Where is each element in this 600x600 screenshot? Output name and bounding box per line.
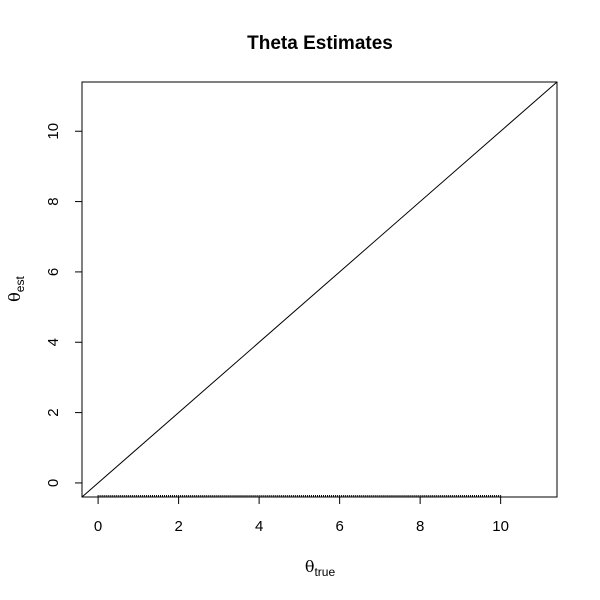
x-axis-label: θtrue <box>305 557 336 579</box>
y-tick-label: 2 <box>45 408 62 416</box>
y-tick-label: 0 <box>45 479 62 487</box>
x-tick-label: 8 <box>416 518 424 535</box>
x-axis-label-subscript: true <box>314 565 335 579</box>
x-tick-label: 2 <box>174 518 182 535</box>
y-tick-label: 10 <box>45 123 62 140</box>
y-tick-label: 8 <box>45 197 62 205</box>
y-axis-label-symbol: θ <box>5 292 24 302</box>
y-tick-label: 6 <box>45 268 62 276</box>
x-tick-label: 4 <box>255 518 263 535</box>
chart-title: Theta Estimates <box>247 33 393 54</box>
x-tick-label: 6 <box>335 518 343 535</box>
series-layer <box>81 81 558 498</box>
y-axis-label: θest <box>5 276 27 302</box>
x-tick-label: 0 <box>94 518 102 535</box>
x-axis-label-symbol: θ <box>305 557 315 576</box>
y-tick-label: 4 <box>45 338 62 346</box>
plot-frame <box>81 81 558 498</box>
x-tick-label: 10 <box>492 518 509 535</box>
series-line <box>81 81 558 498</box>
y-axis-label-subscript: est <box>13 276 27 293</box>
